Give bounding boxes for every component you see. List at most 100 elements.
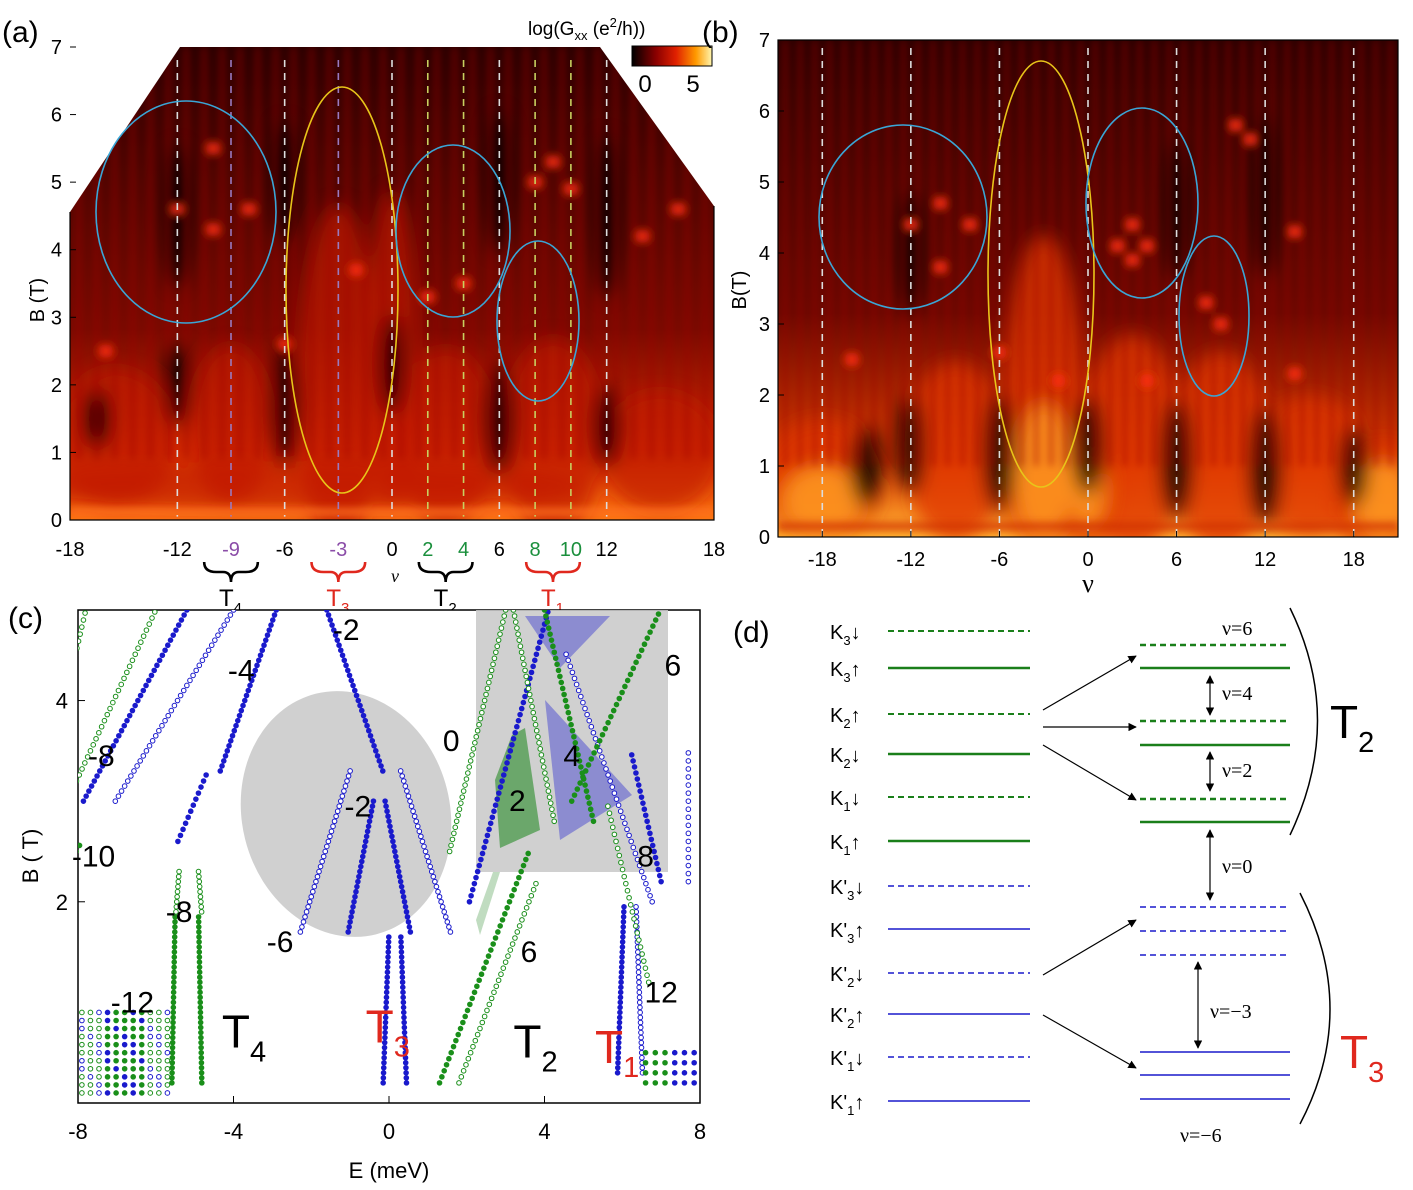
y-tick-label: 2 bbox=[56, 890, 68, 915]
level-label: K2↑ bbox=[830, 705, 861, 731]
x-tick-label: 0 bbox=[386, 539, 397, 561]
x-tick-label: -9 bbox=[222, 539, 240, 561]
brace-label-T2: T2 bbox=[434, 585, 457, 617]
panel-b-heatmap bbox=[778, 40, 1398, 537]
panel-c-label: (c) bbox=[8, 602, 43, 635]
filling-factor-gap: ν=6 bbox=[1222, 618, 1252, 640]
level-label: K'2↓ bbox=[830, 964, 864, 990]
y-tick-label: 2 bbox=[759, 385, 770, 407]
x-tick-label: 6 bbox=[494, 539, 505, 561]
brace-T2 bbox=[417, 561, 474, 583]
filling-factor-label: 2 bbox=[509, 785, 526, 818]
x-tick-label: 8 bbox=[694, 1119, 706, 1144]
cyan-ellipse bbox=[496, 240, 580, 402]
panel-d-label: (d) bbox=[733, 616, 770, 649]
level-label: K'3↑ bbox=[830, 920, 864, 946]
y-tick-label: 5 bbox=[51, 172, 62, 194]
y-tick-label: 0 bbox=[51, 510, 62, 532]
panel-a-xlabel: ν bbox=[391, 566, 399, 586]
filling-factor-label: -4 bbox=[228, 654, 255, 687]
x-tick-label: -18 bbox=[808, 549, 837, 571]
panel-c-xlabel: E (meV) bbox=[349, 1158, 430, 1183]
green-faint-region bbox=[476, 872, 500, 935]
brace-T4 bbox=[202, 561, 260, 583]
panel-b-xlabel: ν bbox=[1082, 569, 1094, 598]
panel-b-ellipses bbox=[818, 60, 1250, 488]
y-tick-label: 5 bbox=[759, 172, 770, 194]
colorbar-title: log(Gxx (e2/h)) bbox=[528, 15, 645, 43]
x-tick-label: 18 bbox=[703, 539, 725, 561]
cyan-ellipse bbox=[395, 144, 511, 318]
filling-factor-label: -10 bbox=[72, 841, 115, 874]
filling-factor-label: 4 bbox=[563, 740, 580, 773]
colorbar-tick-5: 5 bbox=[686, 71, 699, 98]
x-tick-label: 18 bbox=[1343, 549, 1365, 571]
panel-a-heatmap bbox=[70, 47, 714, 520]
panel-a-label: (a) bbox=[2, 16, 39, 49]
filling-factor-gap: ν=0 bbox=[1222, 856, 1252, 878]
y-tick-label: 1 bbox=[51, 442, 62, 464]
splitting-arrow bbox=[1042, 744, 1137, 801]
x-tick-label: -12 bbox=[896, 549, 925, 571]
splitting-arrow bbox=[1042, 655, 1137, 711]
x-tick-label: -8 bbox=[68, 1119, 88, 1144]
y-tick-label: 2 bbox=[51, 375, 62, 397]
level-label: K3↓ bbox=[830, 622, 861, 648]
group-label-T2: T2 bbox=[1330, 696, 1374, 759]
band-label: T3 bbox=[366, 1001, 410, 1064]
x-tick-label: 2 bbox=[422, 539, 433, 561]
filling-factor-label: -2 bbox=[333, 614, 360, 647]
panel-a-ellipses bbox=[95, 86, 580, 494]
filling-factor-label: 6 bbox=[521, 936, 538, 969]
panel-b-ylabel: B(T) bbox=[729, 271, 751, 310]
y-tick-label: 1 bbox=[759, 456, 770, 478]
group-bracket bbox=[1289, 607, 1319, 836]
filling-factor-gap: ν=4 bbox=[1222, 683, 1252, 705]
filling-factor-gap: ν=2 bbox=[1222, 760, 1252, 782]
group-bracket bbox=[1299, 892, 1331, 1125]
band-label: T2 bbox=[513, 1016, 557, 1079]
yellow-ellipse bbox=[987, 60, 1095, 488]
filling-factor-label: 0 bbox=[443, 725, 460, 758]
colorbar-tick-0: 0 bbox=[638, 71, 651, 98]
level-label: K3↑ bbox=[830, 659, 861, 685]
x-tick-label: 4 bbox=[538, 1119, 550, 1144]
panel-b-label: (b) bbox=[702, 16, 739, 49]
cyan-ellipse bbox=[1178, 235, 1250, 397]
x-tick-label: -18 bbox=[56, 539, 85, 561]
filling-factor-label: -8 bbox=[88, 740, 115, 773]
colorbar-gradient bbox=[631, 45, 713, 67]
filling-factor-gap: ν=−3 bbox=[1210, 1001, 1252, 1023]
filling-factor-label: -12 bbox=[111, 986, 154, 1019]
x-tick-label: 8 bbox=[530, 539, 541, 561]
y-tick-label: 4 bbox=[51, 240, 62, 262]
y-tick-label: 3 bbox=[51, 307, 62, 329]
x-tick-label: 4 bbox=[458, 539, 469, 561]
panel-c-ylabel: B ( T) bbox=[18, 829, 43, 884]
panel-d: (d) K3↓ K3↑ K2↑ K2↓ K1↓ K1↑ K'3↓ K'3↑ K'2↓ K'2↑ K'… bbox=[733, 607, 1384, 1147]
filling-factor-label: -2 bbox=[345, 790, 372, 823]
yellow-ellipse bbox=[285, 86, 399, 494]
level-label: K'1↓ bbox=[830, 1048, 864, 1074]
x-tick-label: -6 bbox=[276, 539, 294, 561]
panel-c-dots bbox=[78, 610, 697, 1096]
cyan-ellipse bbox=[818, 124, 988, 310]
cyan-ellipse bbox=[1085, 107, 1199, 299]
splitting-arrow bbox=[1042, 919, 1137, 976]
level-label: K'2↑ bbox=[830, 1005, 864, 1031]
filling-factor-label: 8 bbox=[637, 841, 654, 874]
filling-factor-label: -8 bbox=[166, 896, 193, 929]
level-label: K2↓ bbox=[830, 745, 861, 771]
band-label: T1 bbox=[595, 1021, 639, 1084]
x-tick-label: -6 bbox=[991, 549, 1009, 571]
x-tick-label: 6 bbox=[1171, 549, 1182, 571]
level-label: K1↑ bbox=[830, 832, 861, 858]
y-tick-label: 6 bbox=[51, 105, 62, 127]
panel-a-ylabel: B (T) bbox=[27, 278, 49, 322]
cyan-ellipse bbox=[95, 100, 277, 324]
brace-T3 bbox=[310, 561, 367, 583]
filling-factor-label: 12 bbox=[644, 976, 677, 1009]
band-label: T4 bbox=[222, 1006, 266, 1069]
